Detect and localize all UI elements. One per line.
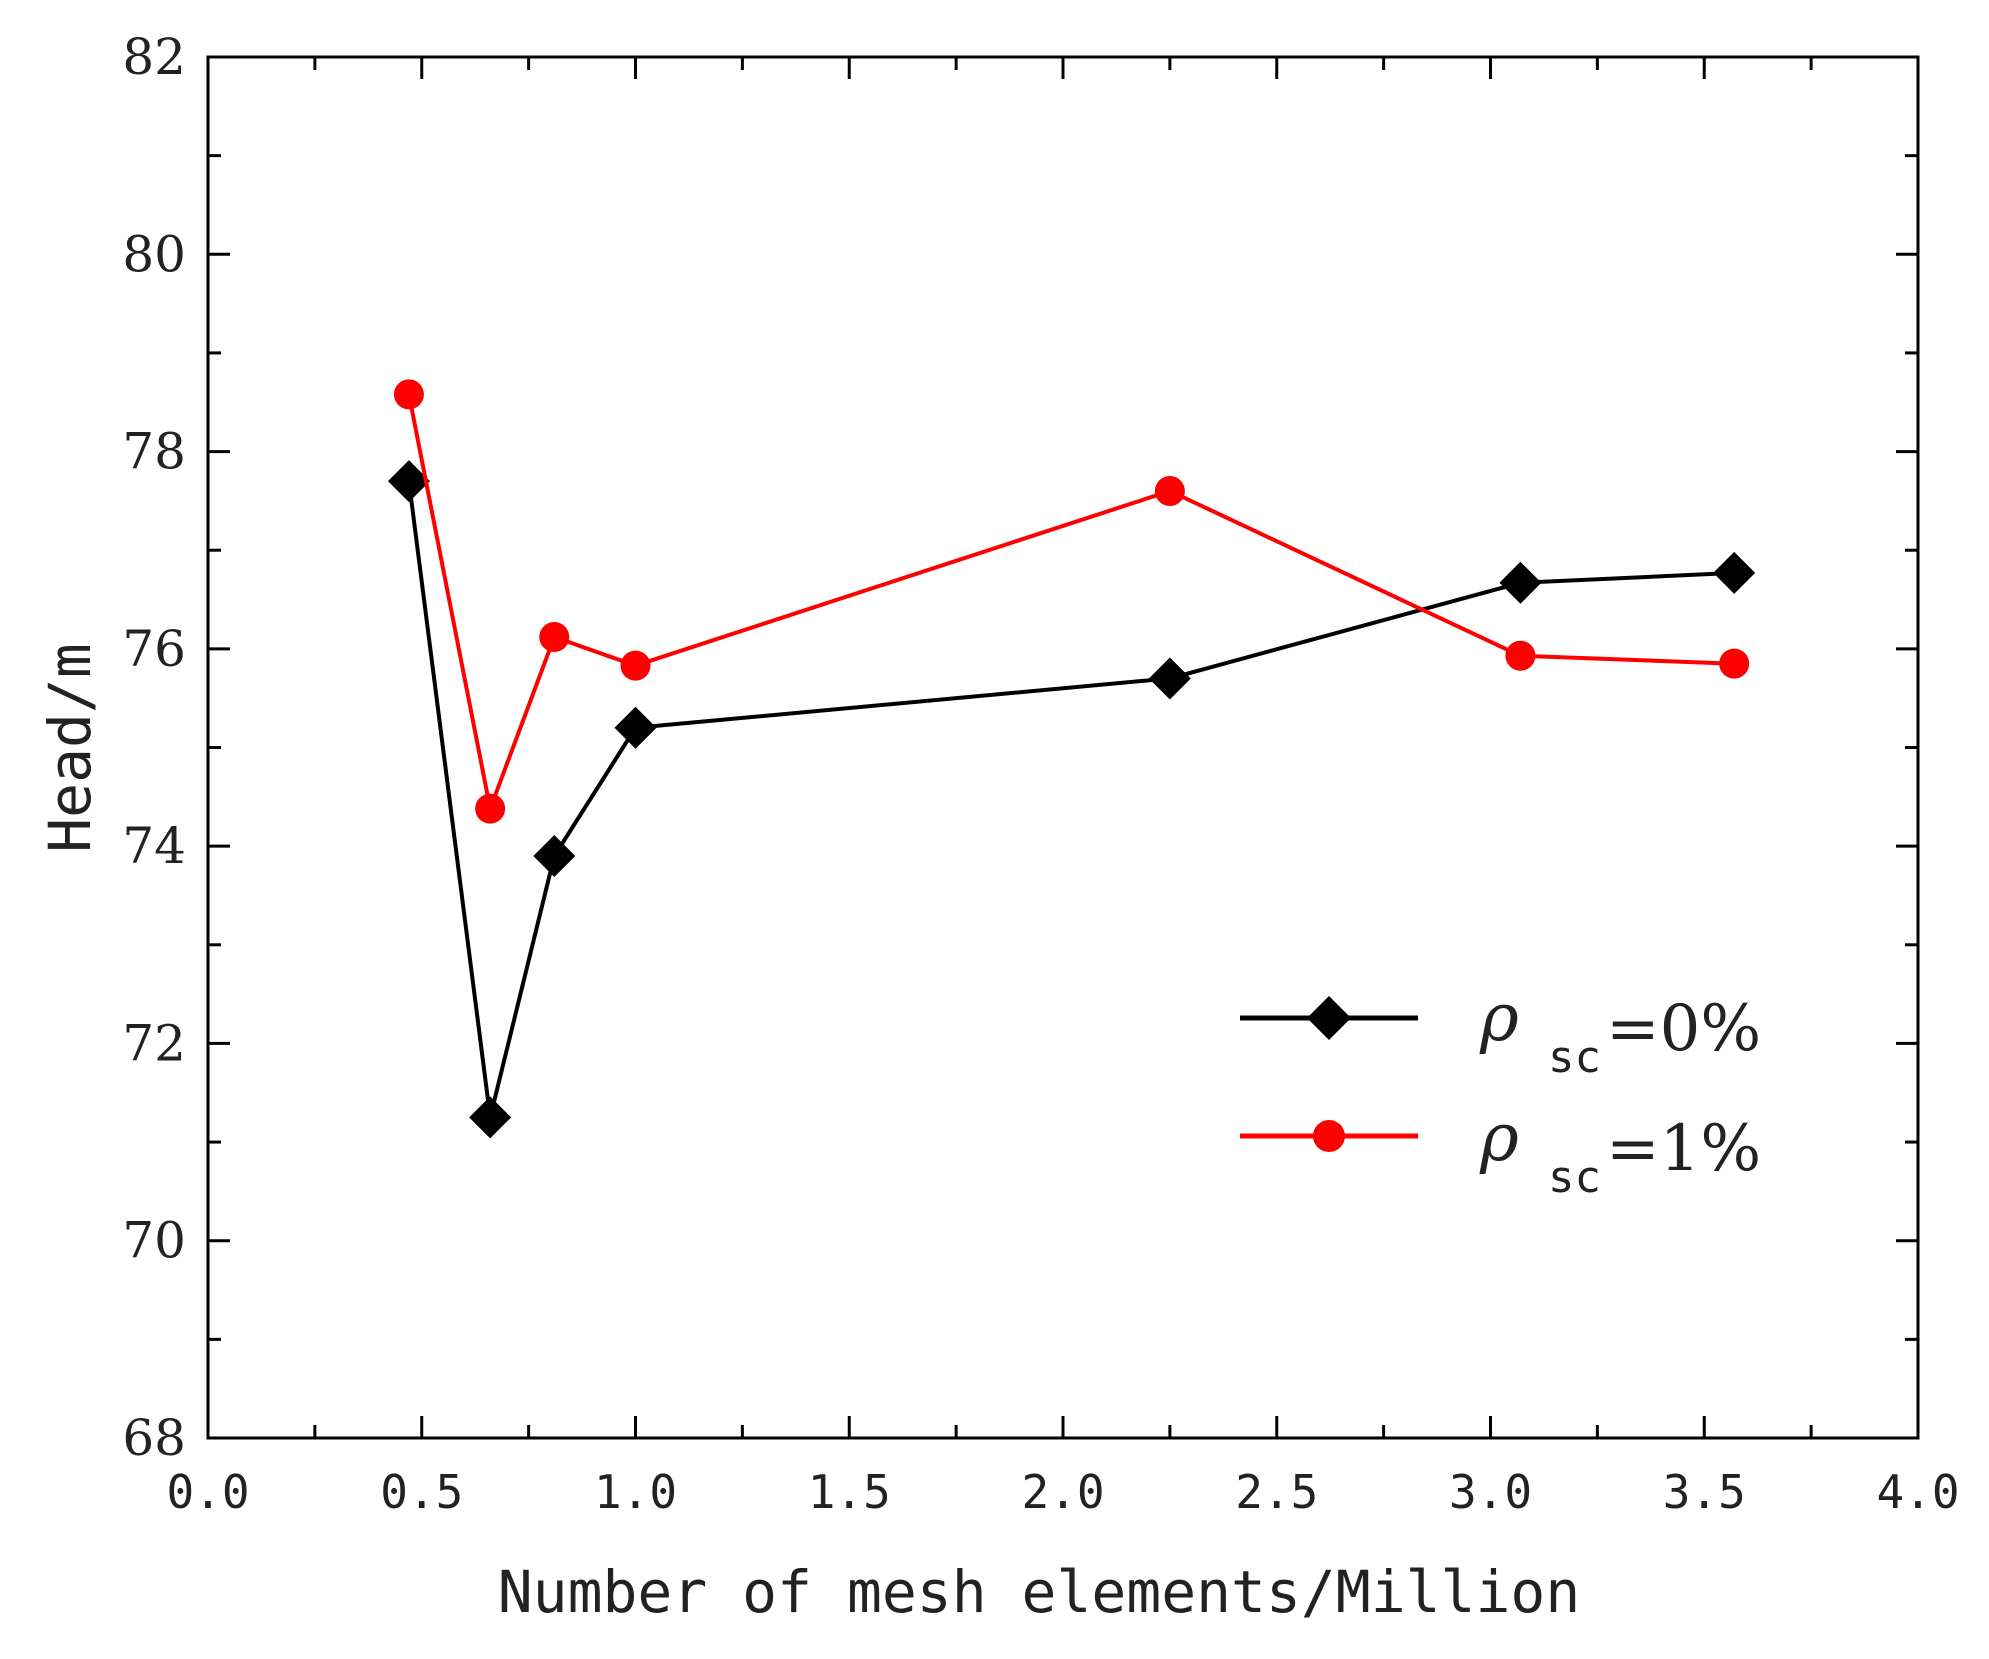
legend-value-1: =1% (1606, 1112, 1761, 1186)
data-point-circle (1505, 640, 1536, 671)
y-tick-label: 72 (122, 1014, 186, 1072)
y-tick-label: 68 (122, 1409, 186, 1467)
data-point-diamond (387, 460, 430, 503)
legend-marker-diamond (1307, 996, 1351, 1040)
data-point-diamond (533, 835, 576, 878)
legend-subscript-0: sc (1548, 1032, 1601, 1083)
x-axis-title: Number of mesh elements/Million (498, 1558, 1581, 1626)
legend-marker-circle (1313, 1120, 1345, 1152)
x-tick-label: 1.5 (808, 1465, 891, 1519)
y-tick-label: 70 (122, 1212, 186, 1270)
legend-entry-1: ρ sc =1% (1240, 1099, 1761, 1203)
y-tick-label: 76 (122, 620, 186, 678)
plot-frame (206, 55, 1920, 1440)
y-tick-labels: 68 70 72 74 76 78 80 82 (122, 28, 186, 1467)
data-point-circle (1719, 648, 1750, 679)
data-point-diamond (614, 706, 657, 749)
legend-entry-0: ρ sc =0% (1240, 979, 1761, 1083)
data-point-diamond (469, 1096, 512, 1139)
legend-symbol-0: ρ (1479, 979, 1519, 1056)
data-point-circle (1154, 476, 1185, 507)
series-layer (387, 379, 1756, 1139)
data-point-diamond (1499, 561, 1542, 604)
y-tick-label: 74 (122, 817, 186, 875)
data-point-circle (475, 793, 506, 824)
data-point-circle (539, 622, 570, 653)
tick-marks (206, 55, 1920, 1440)
x-tick-label: 4.0 (1876, 1465, 1959, 1519)
y-tick-label: 80 (122, 225, 186, 283)
y-axis-title: Head/m (36, 643, 104, 853)
x-tick-label: 0.0 (166, 1465, 249, 1519)
x-tick-label: 2.0 (1021, 1465, 1104, 1519)
x-tick-label: 0.5 (380, 1465, 463, 1519)
x-tick-label: 3.5 (1663, 1465, 1746, 1519)
data-point-circle (620, 650, 651, 681)
x-tick-label: 1.0 (594, 1465, 677, 1519)
data-point-diamond (1713, 551, 1756, 594)
x-tick-labels: 0.0 0.5 1.0 1.5 2.0 2.5 3.0 3.5 4.0 (166, 1465, 1959, 1519)
y-tick-label: 78 (122, 423, 186, 481)
legend-subscript-1: sc (1548, 1152, 1601, 1203)
y-tick-label: 82 (122, 28, 186, 86)
legend-symbol-1: ρ (1479, 1099, 1519, 1176)
legend: ρ sc =0% ρ sc =1% (1240, 979, 1761, 1203)
x-tick-label: 2.5 (1235, 1465, 1318, 1519)
data-point-circle (393, 379, 424, 410)
legend-value-0: =0% (1606, 992, 1761, 1066)
data-point-diamond (1148, 657, 1191, 700)
x-tick-label: 3.0 (1449, 1465, 1532, 1519)
